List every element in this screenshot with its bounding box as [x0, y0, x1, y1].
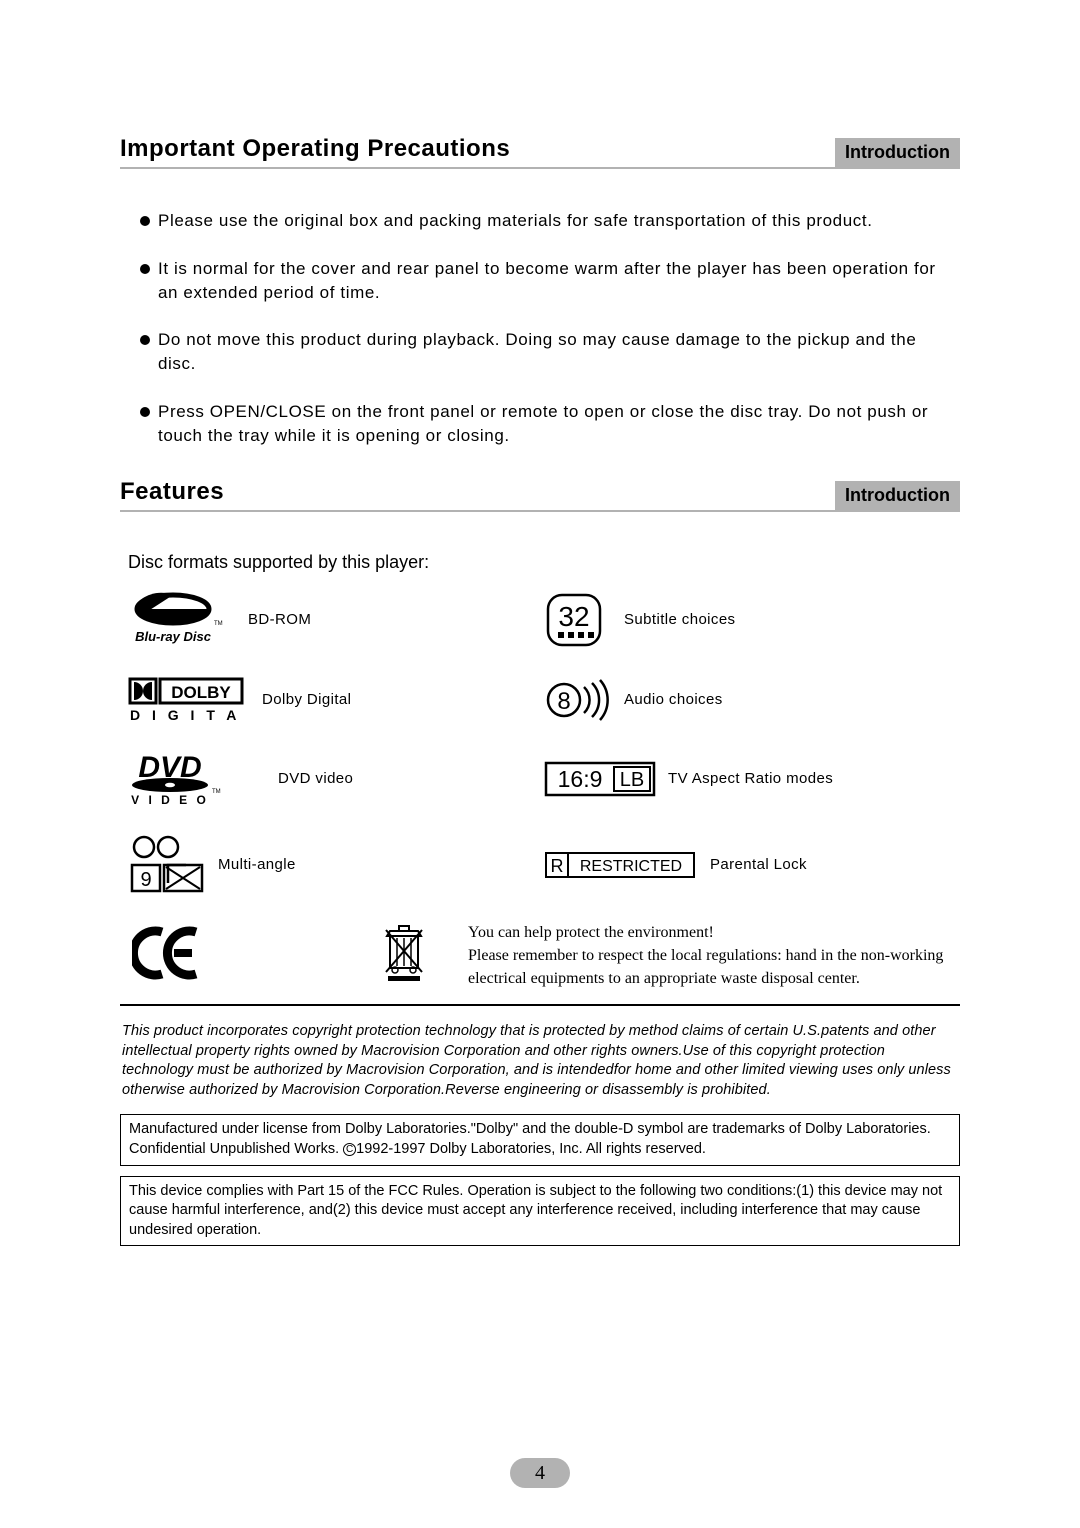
environmental-row: You can help protect the environment! Pl… — [120, 917, 960, 1007]
aspect-icon: 16:9 LB — [544, 761, 664, 797]
feature-multiangle: 9 Multi-angle — [128, 835, 544, 895]
page-number: 4 — [510, 1458, 570, 1488]
manual-page: Important Operating Precautions Introduc… — [120, 135, 960, 1256]
precaution-text: It is normal for the cover and rear pane… — [158, 257, 950, 305]
weee-bin-icon — [382, 924, 462, 987]
restricted-icon: R RESTRICTED — [544, 851, 704, 879]
bluray-icon: Blu-ray Disc TM — [128, 591, 248, 649]
precautions-header: Important Operating Precautions Introduc… — [120, 135, 960, 169]
precaution-item: Do not move this product during playback… — [140, 328, 950, 376]
feature-label: Parental Lock — [710, 856, 807, 873]
svg-text:LB: LB — [620, 769, 644, 791]
precaution-item: Press OPEN/CLOSE on the front panel or r… — [140, 400, 950, 448]
feature-label: Audio choices — [624, 691, 723, 708]
precaution-text: Please use the original box and packing … — [158, 209, 873, 233]
feature-bluray: Blu-ray Disc TM BD-ROM — [128, 591, 544, 649]
svg-text:D I G I T A L: D I G I T A L — [130, 707, 246, 723]
feature-label: DVD video — [278, 770, 353, 787]
env-line1: You can help protect the environment! — [468, 921, 960, 944]
precautions-tag: Introduction — [835, 138, 960, 167]
precaution-text: Press OPEN/CLOSE on the front panel or r… — [158, 400, 950, 448]
fcc-box: This device complies with Part 15 of the… — [120, 1176, 960, 1247]
environmental-text: You can help protect the environment! Pl… — [462, 921, 960, 991]
feature-dolby: DOLBY D I G I T A L Dolby Digital — [128, 677, 544, 723]
bullet-icon — [140, 216, 150, 226]
features-intro: Disc formats supported by this player: — [128, 552, 960, 573]
svg-text:RESTRICTED: RESTRICTED — [580, 858, 682, 875]
precaution-item: It is normal for the cover and rear pane… — [140, 257, 950, 305]
svg-text:Blu-ray Disc: Blu-ray Disc — [135, 629, 212, 644]
audio-icon: 8 — [544, 679, 624, 721]
svg-text:32: 32 — [558, 601, 589, 632]
feature-aspect: 16:9 LB TV Aspect Ratio modes — [544, 751, 960, 807]
feature-label: BD-ROM — [248, 611, 311, 628]
copyright-symbol: C — [343, 1143, 356, 1156]
svg-text:R: R — [551, 856, 564, 876]
feature-grid: Blu-ray Disc TM BD-ROM 32 Subtitle choic… — [128, 591, 960, 895]
features-tag: Introduction — [835, 481, 960, 510]
bullet-icon — [140, 335, 150, 345]
dolby-legal-box: Manufactured under license from Dolby La… — [120, 1114, 960, 1165]
ce-mark-icon — [132, 926, 242, 985]
feature-label: Multi-angle — [218, 856, 296, 873]
precautions-list: Please use the original box and packing … — [120, 209, 960, 448]
features-header: Features Introduction — [120, 478, 960, 512]
dvd-icon: DVD V I D E O TM — [128, 751, 248, 807]
svg-text:V I D E O: V I D E O — [131, 793, 209, 807]
feature-label: Subtitle choices — [624, 611, 735, 628]
subtitle-icon: 32 — [544, 592, 624, 648]
feature-restricted: R RESTRICTED Parental Lock — [544, 835, 960, 895]
feature-dvd: DVD V I D E O TM DVD video — [128, 751, 544, 807]
dolby-legal-post: 1992-1997 Dolby Laboratories, Inc. All r… — [356, 1141, 706, 1157]
svg-text:TM: TM — [214, 621, 223, 627]
bullet-icon — [140, 407, 150, 417]
svg-text:DOLBY: DOLBY — [171, 683, 231, 702]
feature-label: Dolby Digital — [262, 691, 351, 708]
precautions-title: Important Operating Precautions — [120, 135, 835, 167]
feature-label: TV Aspect Ratio modes — [668, 770, 833, 787]
svg-text:8: 8 — [557, 688, 570, 715]
feature-subtitle: 32 Subtitle choices — [544, 591, 960, 649]
env-line2: Please remember to respect the local reg… — [468, 944, 960, 990]
svg-text:16:9: 16:9 — [558, 766, 603, 792]
dolby-icon: DOLBY D I G I T A L — [128, 677, 248, 723]
svg-text:9: 9 — [140, 869, 151, 891]
svg-text:TM: TM — [212, 789, 221, 795]
precaution-item: Please use the original box and packing … — [140, 209, 950, 233]
features-title: Features — [120, 478, 835, 510]
feature-audio: 8 Audio choices — [544, 677, 960, 723]
bullet-icon — [140, 264, 150, 274]
precaution-text: Do not move this product during playback… — [158, 328, 950, 376]
multiangle-icon: 9 — [128, 835, 218, 895]
macrovision-notice: This product incorporates copyright prot… — [122, 1022, 958, 1100]
